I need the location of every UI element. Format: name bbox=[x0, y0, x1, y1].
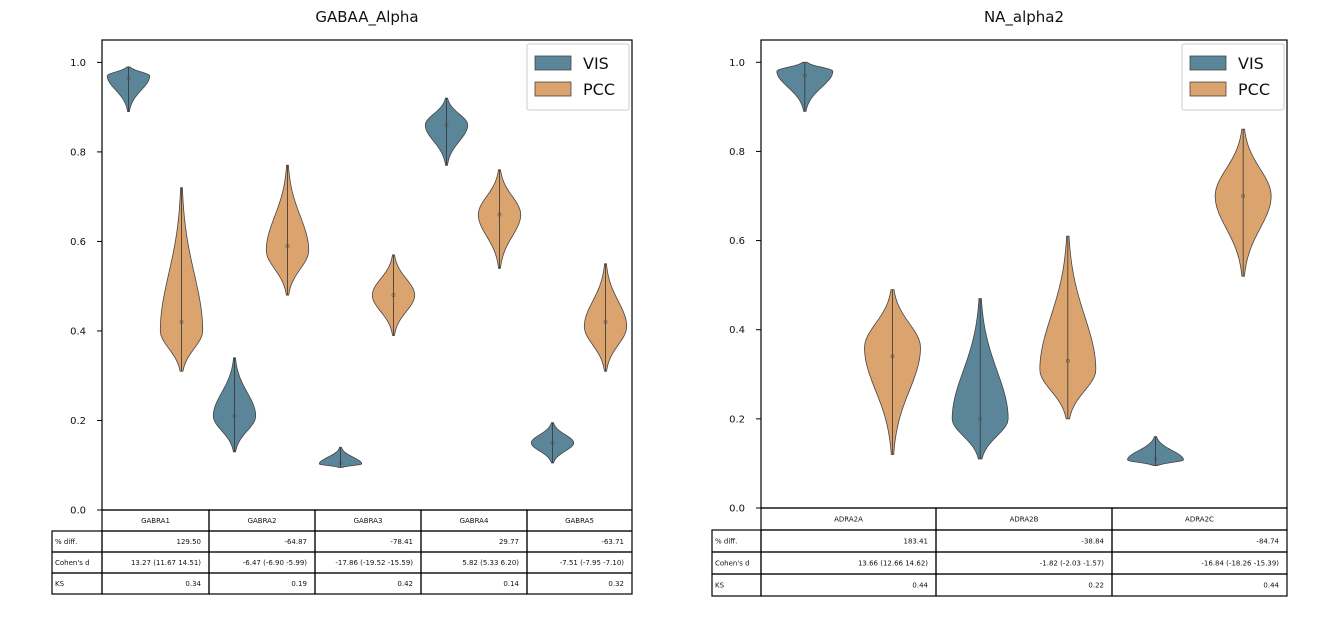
violin-median-point bbox=[550, 440, 555, 445]
table-cell-value: 0.22 bbox=[1088, 582, 1104, 590]
y-tick-label: 0.6 bbox=[729, 236, 745, 247]
violin-median-point bbox=[391, 293, 396, 298]
legend: VIS PCC bbox=[1181, 43, 1285, 111]
y-tick-label: 0.2 bbox=[729, 414, 745, 425]
table-row-label: Cohen's d bbox=[715, 560, 750, 568]
table-row-label: Cohen's d bbox=[55, 559, 90, 567]
table-cell-value: 0.44 bbox=[912, 582, 928, 590]
table-column-header: ADRA2B bbox=[1010, 516, 1039, 524]
violin-median-point bbox=[179, 320, 184, 324]
table-column-header: GABRA3 bbox=[354, 517, 383, 525]
table-row-label: % diff. bbox=[55, 538, 77, 546]
table-column-header: GABRA4 bbox=[460, 517, 489, 525]
violin-median-point bbox=[444, 123, 449, 127]
table-cell-value: -17.86 (-19.52 -15.59) bbox=[335, 559, 413, 567]
chart-panel-1: GABAA_Alpha 0.0 0.2 0.4 0.6 0.8 1.0 VIS PCC GABRA… bbox=[51, 8, 633, 595]
table-cell-value: -84.74 bbox=[1256, 538, 1279, 546]
violin-median-point bbox=[338, 461, 343, 465]
legend-box bbox=[1181, 43, 1285, 111]
legend: VIS PCC bbox=[526, 43, 630, 111]
violin-median-point bbox=[285, 244, 290, 248]
violin-median-point bbox=[978, 416, 983, 421]
table-cell-value: 0.32 bbox=[608, 580, 624, 588]
legend-label: VIS bbox=[1238, 54, 1264, 73]
table-cell-value: 5.82 (5.33 6.20) bbox=[462, 559, 519, 567]
violin-median-point bbox=[802, 73, 807, 78]
table-cell-value: 13.66 (12.66 14.62) bbox=[858, 560, 928, 568]
table-cell-value: 0.14 bbox=[503, 580, 519, 588]
violin-median-point bbox=[126, 76, 131, 80]
violin-median-point bbox=[603, 320, 608, 324]
violin-median-point bbox=[890, 354, 895, 359]
stats-table: ADRA2A ADRA2B ADRA2C % diff. 183.41 -38.84 -84… bbox=[711, 507, 1288, 597]
table-cell-value: -64.87 bbox=[284, 538, 307, 546]
legend-swatch-vis bbox=[534, 55, 572, 71]
table-cell-value: 129.50 bbox=[177, 538, 202, 546]
y-tick-label: 0.0 bbox=[70, 506, 86, 517]
y-tick-label: 0.8 bbox=[70, 147, 86, 158]
table-column-header: GABRA2 bbox=[248, 517, 277, 525]
stats-table: GABRA1 GABRA2 GABRA3 GABRA4 GABRA5 % diff. 129… bbox=[51, 509, 633, 595]
violin-median-point bbox=[1241, 194, 1246, 198]
table-cell-value: 0.19 bbox=[291, 580, 307, 588]
table-cell-value: 29.77 bbox=[499, 538, 519, 546]
table-column-header: ADRA2A bbox=[834, 516, 863, 524]
table-column-header: ADRA2C bbox=[1185, 516, 1214, 524]
table-cell-value: -6.47 (-6.90 -5.99) bbox=[243, 559, 308, 567]
y-tick-label: 0.2 bbox=[70, 416, 86, 427]
y-tick-label: 0.6 bbox=[70, 237, 86, 248]
table-cell-value: -1.82 (-2.03 -1.57) bbox=[1040, 560, 1105, 568]
table-cell-value: -63.71 bbox=[601, 538, 624, 546]
table-row-label: KS bbox=[55, 580, 65, 588]
y-tick-label: 1.0 bbox=[729, 58, 745, 69]
legend-swatch-pcc bbox=[1189, 81, 1227, 97]
table-cell-value: -16.84 (-18.26 -15.39) bbox=[1201, 560, 1279, 568]
table-cell-value: 0.34 bbox=[185, 580, 201, 588]
y-tick-label: 0.8 bbox=[729, 147, 745, 158]
y-tick-label: 1.0 bbox=[70, 58, 86, 69]
legend-label: PCC bbox=[583, 80, 615, 99]
violin-median-point bbox=[232, 414, 237, 418]
legend-label: VIS bbox=[583, 54, 609, 73]
table-cell-value: 13.27 (11.67 14.51) bbox=[131, 559, 201, 567]
table-cell-value: 183.41 bbox=[904, 538, 929, 546]
table-column-header: GABRA1 bbox=[141, 517, 170, 525]
table-cell bbox=[935, 573, 1113, 597]
table-cell-value: -38.84 bbox=[1081, 538, 1104, 546]
table-column-header: GABRA5 bbox=[565, 517, 594, 525]
table-row-label: % diff. bbox=[715, 538, 737, 546]
chart-title: NA_alpha2 bbox=[984, 8, 1064, 27]
table-cell bbox=[760, 573, 937, 597]
table-row-label: KS bbox=[715, 582, 725, 590]
legend-box bbox=[526, 43, 630, 111]
chart-title: GABAA_Alpha bbox=[315, 8, 418, 27]
table-cell-value: 0.42 bbox=[397, 580, 413, 588]
legend-label: PCC bbox=[1238, 80, 1270, 99]
violin-median-point bbox=[1153, 457, 1158, 461]
legend-swatch-vis bbox=[1189, 55, 1227, 71]
violin-median-point bbox=[497, 212, 502, 217]
legend-swatch-pcc bbox=[534, 81, 572, 97]
y-tick-label: 0.4 bbox=[729, 325, 745, 336]
violin-median-point bbox=[1065, 359, 1070, 363]
table-cell-value: -7.51 (-7.95 -7.10) bbox=[560, 559, 625, 567]
table-cell bbox=[526, 572, 633, 595]
y-tick-label: 0.0 bbox=[729, 504, 745, 515]
table-cell-value: 0.44 bbox=[1263, 582, 1279, 590]
table-cell bbox=[1111, 573, 1288, 597]
y-tick-label: 0.4 bbox=[70, 326, 86, 337]
table-cell-value: -78.41 bbox=[390, 538, 413, 546]
